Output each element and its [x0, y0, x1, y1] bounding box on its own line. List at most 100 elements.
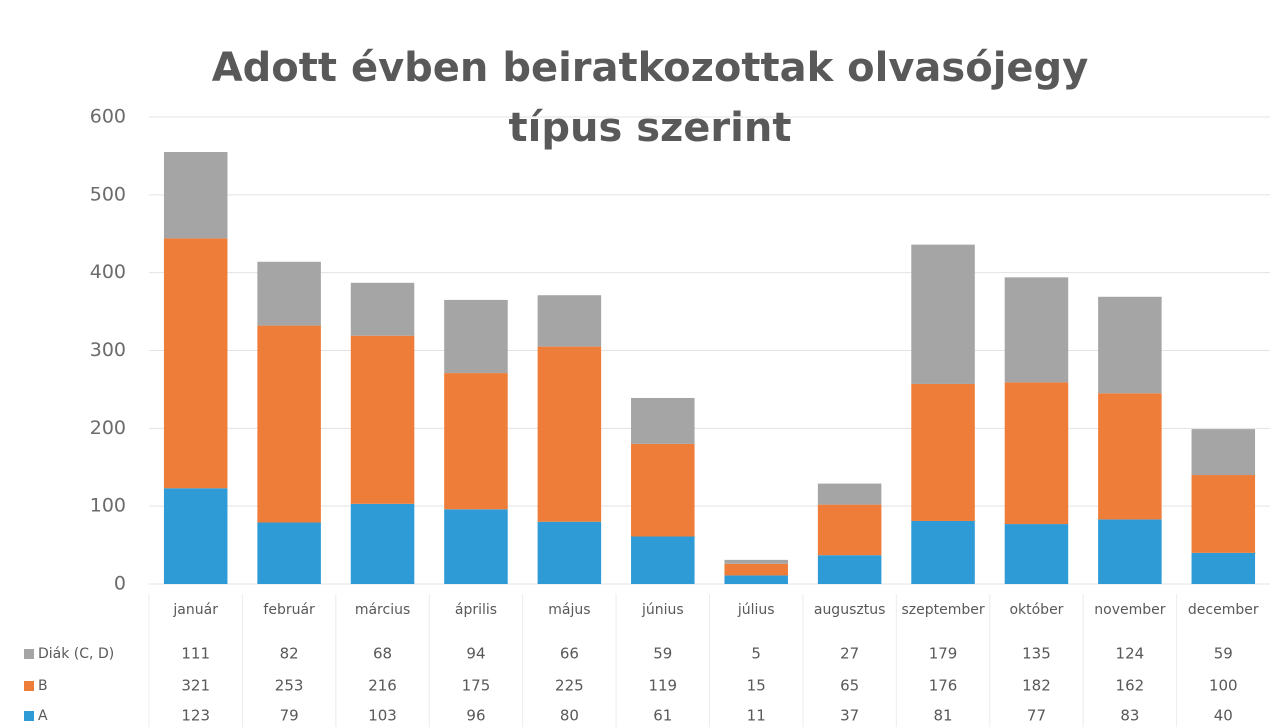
table-cell: 94: [466, 645, 485, 663]
table-cell: 119: [648, 677, 677, 695]
bar-segment: [537, 295, 602, 347]
bar-segment: [1191, 475, 1256, 553]
bar-segment: [350, 503, 415, 584]
bar-segment: [911, 244, 975, 384]
bar-segment: [163, 238, 228, 489]
bar-segment: [1004, 277, 1069, 383]
bar-segment: [257, 261, 321, 326]
x-tick-label: március: [355, 602, 410, 618]
table-cell: 79: [280, 707, 299, 725]
table-cell: 96: [466, 707, 485, 725]
chart-title: Adott évben beiratkozottak olvasójegy tí…: [211, 45, 1089, 151]
table-cell: 59: [1214, 645, 1233, 663]
bar-segment: [444, 373, 508, 510]
x-tick-label: február: [263, 602, 315, 618]
bar-segment: [817, 555, 882, 584]
table-cell: 135: [1022, 645, 1051, 663]
table-cell: 82: [280, 645, 299, 663]
table-cell: 83: [1120, 707, 1139, 725]
bar-segment: [631, 536, 695, 584]
x-tick-label: szeptember: [901, 602, 984, 618]
bar-segment: [444, 299, 508, 374]
bar-segment: [1098, 296, 1162, 394]
bar-segment: [724, 575, 788, 584]
table-cell: 5: [751, 645, 761, 663]
y-tick-label: 200: [90, 417, 126, 439]
legend-label: Diák (C, D): [38, 646, 114, 662]
y-tick-label: 600: [90, 106, 126, 128]
table-cell: 175: [462, 677, 491, 695]
bar-segment: [911, 383, 975, 521]
table-cell: 66: [560, 645, 579, 663]
bar-segment: [537, 346, 602, 522]
y-tick-label: 0: [114, 573, 126, 595]
bar-segment: [350, 335, 415, 504]
bar-segment: [631, 397, 695, 444]
bar-segment: [444, 509, 508, 584]
x-tick-label: október: [1009, 602, 1063, 618]
bar-segment: [1098, 393, 1162, 520]
bar-segment: [724, 559, 788, 564]
table-cell: 103: [368, 707, 397, 725]
legend-swatch: [24, 681, 34, 691]
bar-segment: [1191, 429, 1256, 476]
bar-segment: [817, 504, 882, 556]
table-cell: 100: [1209, 677, 1238, 695]
x-tick-label: április: [455, 602, 497, 618]
bar-segment: [257, 522, 321, 584]
bar-segment: [911, 520, 975, 584]
x-tick-label: augusztus: [814, 602, 886, 618]
table-cell: 68: [373, 645, 392, 663]
bar-segment: [724, 563, 788, 576]
bar-segment: [1004, 524, 1069, 584]
x-tick-label: november: [1094, 602, 1165, 618]
table-cell: 81: [933, 707, 952, 725]
table-cell: 253: [275, 677, 304, 695]
y-tick-label: 300: [90, 339, 126, 361]
bar-segment: [537, 521, 602, 584]
table-cell: 216: [368, 677, 397, 695]
table-cell: 77: [1027, 707, 1046, 725]
y-tick-label: 500: [90, 183, 126, 205]
bar-segment: [350, 282, 415, 336]
bar-segment: [163, 152, 228, 239]
bar-segment: [817, 483, 882, 505]
table-cell: 124: [1116, 645, 1145, 663]
x-tick-label: január: [172, 602, 218, 618]
legend-label: A: [38, 708, 48, 724]
y-tick-label: 400: [90, 261, 126, 283]
x-tick-label: május: [548, 602, 590, 618]
table-cell: 225: [555, 677, 584, 695]
legend-swatch: [24, 649, 34, 659]
legend-swatch: [24, 711, 34, 721]
table-cell: 11: [747, 707, 766, 725]
y-tick-label: 100: [90, 495, 126, 517]
table-cell: 27: [840, 645, 859, 663]
table-cell: 59: [653, 645, 672, 663]
table-cell: 123: [181, 707, 210, 725]
table-cell: 61: [653, 707, 672, 725]
bar-segment: [257, 325, 321, 523]
table-cell: 37: [840, 707, 859, 725]
table-cell: 40: [1214, 707, 1233, 725]
bar-segment: [631, 443, 695, 537]
table-cell: 65: [840, 677, 859, 695]
x-tick-label: június: [641, 602, 684, 618]
bar-segment: [1191, 552, 1256, 584]
bar-segment: [1004, 382, 1069, 525]
legend-label: B: [38, 678, 48, 694]
table-cell: 179: [929, 645, 958, 663]
x-tick-label: december: [1188, 602, 1259, 618]
table-cell: 162: [1116, 677, 1145, 695]
table-cell: 80: [560, 707, 579, 725]
table-cell: 182: [1022, 677, 1051, 695]
table-cell: 321: [181, 677, 210, 695]
x-tick-label: július: [737, 602, 775, 618]
bar-segment: [163, 488, 228, 584]
table-cell: 15: [747, 677, 766, 695]
table-cell: 111: [181, 645, 210, 663]
table-cell: 176: [929, 677, 958, 695]
bar-segment: [1098, 519, 1162, 584]
